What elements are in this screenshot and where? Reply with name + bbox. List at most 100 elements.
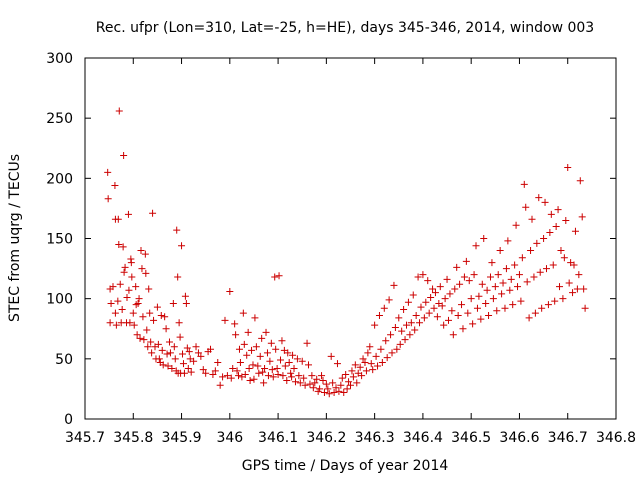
data-point [153,303,161,311]
data-point [288,373,296,381]
data-point [482,299,490,307]
data-point [530,273,538,281]
data-point [427,293,435,301]
data-point [416,319,424,327]
data-point [544,301,552,309]
data-point [330,389,338,397]
data-point [269,373,277,381]
data-point [262,328,270,336]
data-point [289,351,297,359]
data-point [451,285,459,293]
data-point [252,343,260,351]
data-point [393,345,401,353]
data-point [275,272,283,280]
data-point [348,367,356,375]
data-point [573,285,581,293]
data-point [542,265,550,273]
data-point [512,221,520,229]
data-point [111,182,119,190]
data-point [140,336,148,344]
data-point [559,295,567,303]
data-point [182,299,190,307]
data-point [123,293,131,301]
data-point [425,309,433,317]
data-point [146,309,154,317]
data-point [424,277,432,285]
data-point [285,358,293,366]
data-point [258,334,266,342]
data-point [309,384,317,392]
data-point [506,286,514,294]
data-point [248,346,256,354]
data-point [245,364,253,372]
data-point [111,309,119,317]
y-tick-labels: 0 50 100 150 200 250 300 [46,51,73,428]
data-point [180,369,188,377]
data-point [502,265,510,273]
data-point [372,352,380,360]
data-point [308,372,316,380]
data-point [133,331,141,339]
data-point [564,164,572,172]
data-point [509,301,517,309]
data-point [533,239,541,247]
data-point [356,363,364,371]
data-point [549,261,557,269]
data-point [491,283,499,291]
y-tick-label: 250 [46,111,73,127]
data-point [429,285,437,293]
data-point [366,343,374,351]
data-point [130,321,138,329]
data-point [499,279,507,287]
data-point [345,378,353,386]
data-point [118,305,126,313]
data-point [528,215,536,223]
data-point [134,299,142,307]
data-point [211,367,219,375]
data-point [284,349,292,357]
data-point [267,339,275,347]
data-point [525,314,533,322]
data-point [112,321,120,329]
data-point [417,303,425,311]
data-point [430,304,438,312]
data-point [443,275,451,283]
y-tick-label: 0 [64,412,73,428]
plot-frame [84,57,617,420]
data-point [464,309,472,317]
data-point [250,375,258,383]
data-point [197,352,205,360]
data-point [279,372,287,380]
data-point [295,372,303,380]
data-point [514,283,522,291]
data-point [459,325,467,333]
data-point [562,216,570,224]
data-point [478,280,486,288]
data-point [377,345,385,353]
data-point [402,321,410,329]
data-point [448,307,456,315]
data-point [221,316,229,324]
data-point [236,358,244,366]
data-point [369,366,377,374]
data-point [125,286,133,294]
data-point [176,333,184,341]
data-point [337,381,345,389]
x-tick-label: 346.1 [258,430,298,446]
data-point [246,376,254,384]
data-point [165,338,173,346]
data-point [161,313,169,321]
data-point [581,304,589,312]
data-point [472,242,480,250]
data-point [523,278,531,286]
data-point [362,367,370,375]
data-point [303,339,311,347]
chart-title: Rec. ufpr (Lon=310, Lat=-25, h=HE), days… [96,20,594,36]
data-point [184,364,192,372]
data-point [174,273,182,281]
data-point [127,259,135,267]
data-point [551,297,559,305]
data-point [249,361,257,369]
data-point [207,345,215,353]
data-point [353,379,361,387]
